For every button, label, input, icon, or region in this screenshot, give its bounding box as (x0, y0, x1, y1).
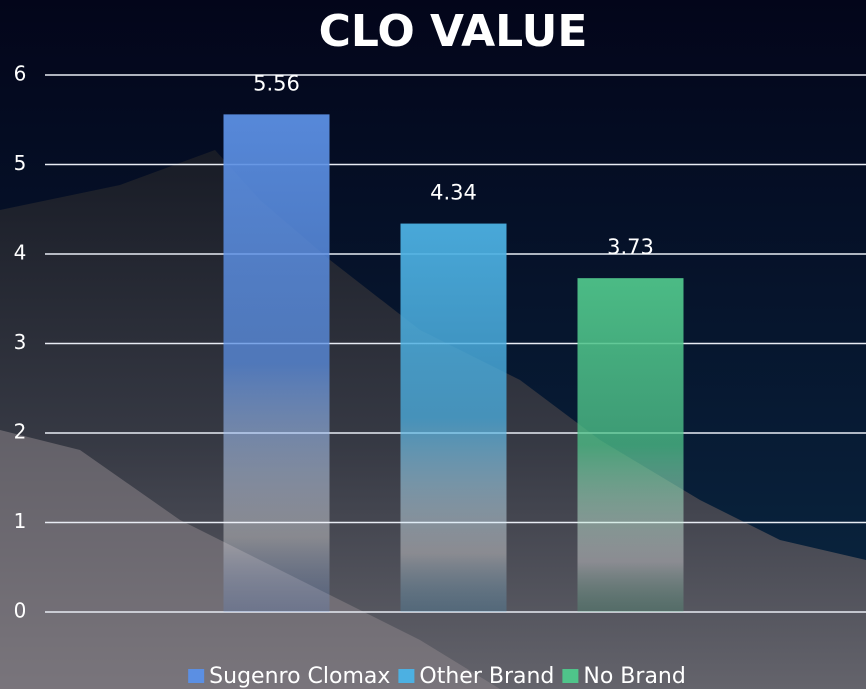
bar (577, 278, 684, 612)
y-tick-label: 2 (14, 420, 27, 444)
data-label: 5.56 (253, 71, 300, 95)
legend-label: Other Brand (419, 664, 554, 689)
bar (223, 114, 330, 612)
y-tick-label: 4 (14, 241, 27, 265)
y-tick-label: 0 (14, 599, 27, 623)
data-label: 4.34 (430, 181, 477, 205)
legend-label: Sugenro Clomax (209, 664, 390, 689)
data-label: 3.73 (607, 235, 654, 259)
chart-title: CLO VALUE (319, 6, 588, 57)
legend-label: No Brand (583, 664, 685, 689)
legend-swatch (188, 669, 205, 683)
legend-swatch (562, 669, 579, 683)
y-tick-label: 6 (14, 62, 27, 86)
bar (400, 223, 507, 612)
y-tick-label: 3 (14, 330, 27, 354)
legend-swatch (398, 669, 415, 683)
y-tick-label: 1 (14, 509, 27, 533)
legend: Sugenro Clomax Other Brand No Brand (188, 664, 686, 689)
y-tick-label: 5 (14, 151, 27, 175)
